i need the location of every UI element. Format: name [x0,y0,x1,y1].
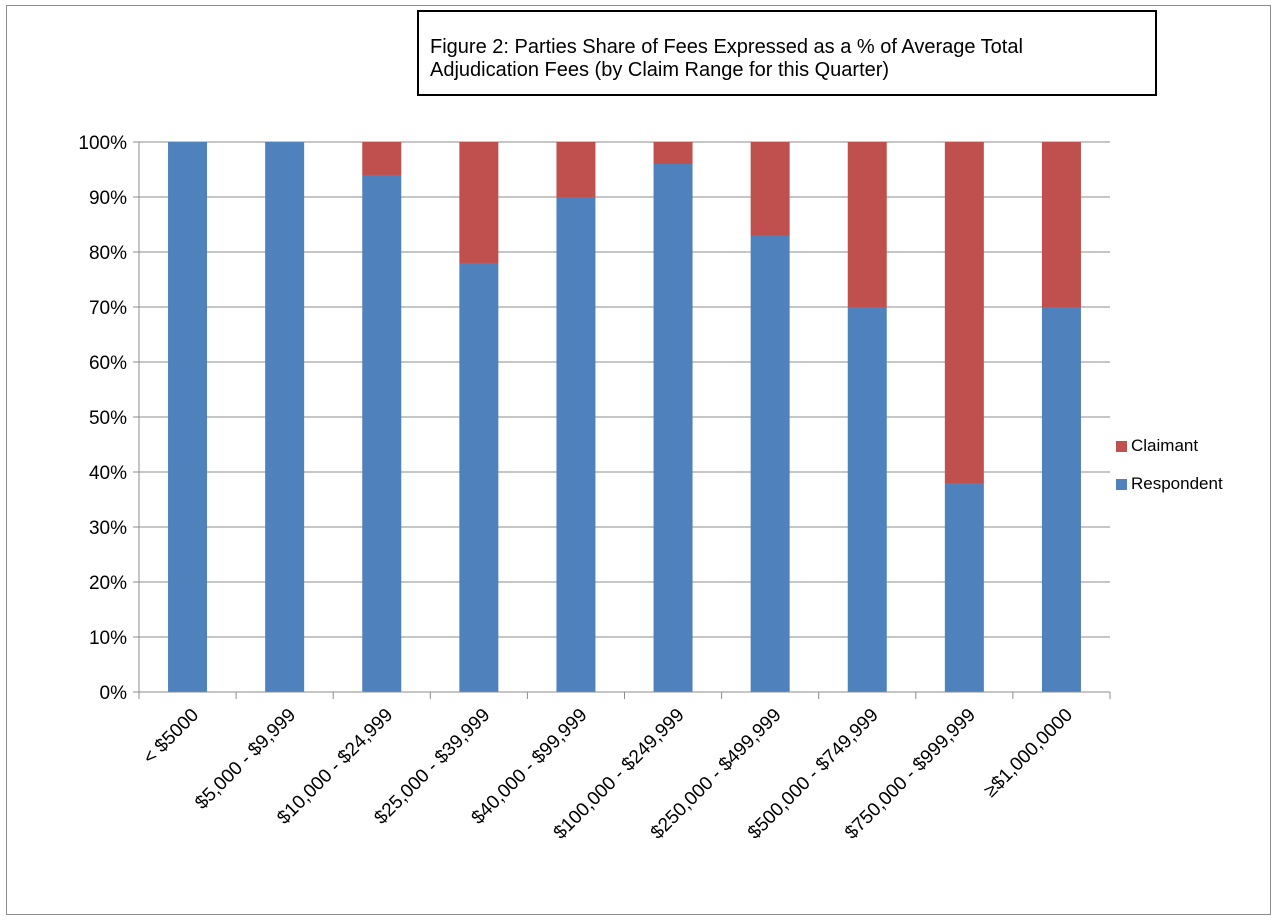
x-tick-label-5000: < $5000 [139,705,203,769]
bar-respondent-10-000-24-999 [362,175,402,692]
y-tick-label-80: 80% [89,243,127,264]
bar-claimant-100-000-249-999 [653,142,693,164]
bar-respondent-5-000-9-999 [265,142,305,692]
bar-respondent-500-000-749-999 [847,307,887,692]
axes [133,141,1111,699]
bar-claimant-750-000-999-999 [944,142,984,483]
x-tick-labels: < $5000$5,000 - $9,999$10,000 - $24,999$… [139,705,1077,844]
chart-title-line-2: Adjudication Fees (by Claim Range for th… [430,59,890,81]
legend-label-claimant: Claimant [1131,436,1199,455]
y-tick-label-50: 50% [89,408,127,429]
chart-title-line-1: Figure 2: Parties Share of Fees Expresse… [430,36,1023,58]
bar-respondent-100-000-249-999 [653,164,693,692]
bar-respondent-40-000-99-999 [556,197,596,692]
y-tick-label-40: 40% [89,463,127,484]
y-tick-label-0: 0% [100,683,128,704]
y-tick-label-100: 100% [78,133,127,154]
y-tick-label-70: 70% [89,298,127,319]
y-tick-label-60: 60% [89,353,127,374]
bar-claimant-25-000-39-999 [459,142,499,263]
x-tick-label-5-000-9-999: $5,000 - $9,999 [191,705,300,814]
y-tick-labels: 0% 10% 20% 30% 40% 50% 60% 70% 80% 90% 100% [78,133,127,704]
legend-item-claimant: Claimant [1116,434,1223,458]
bar-respondent-750-000-999-999 [944,483,984,692]
legend: Claimant Respondent [1116,434,1223,510]
y-tick-label-20: 20% [89,573,127,594]
legend-swatch-respondent [1116,478,1127,490]
y-tick-label-90: 90% [89,188,127,209]
bar-respondent-250-000-499-999 [750,235,790,692]
bar-respondent-5000 [168,142,208,692]
bar-claimant-10-000-24-999 [362,142,402,175]
legend-label-respondent: Respondent [1131,474,1223,493]
bar-respondent-25-000-39-999 [459,263,499,692]
x-tick-label-1-000-0000: ≥$1,000,0000 [980,705,1077,802]
legend-item-respondent: Respondent [1116,472,1223,496]
bar-claimant-40-000-99-999 [556,142,596,197]
bar-claimant-1-000-0000 [1041,142,1081,307]
bar-respondent-1-000-0000 [1041,307,1081,692]
y-tick-label-30: 30% [89,518,127,539]
y-tick-label-10: 10% [89,628,127,649]
bars [168,142,1081,692]
bar-claimant-250-000-499-999 [750,142,790,236]
bar-claimant-500-000-749-999 [847,142,887,307]
chart-title: Figure 2: Parties Share of Fees Expresse… [417,10,1157,96]
legend-swatch-claimant [1116,440,1127,452]
